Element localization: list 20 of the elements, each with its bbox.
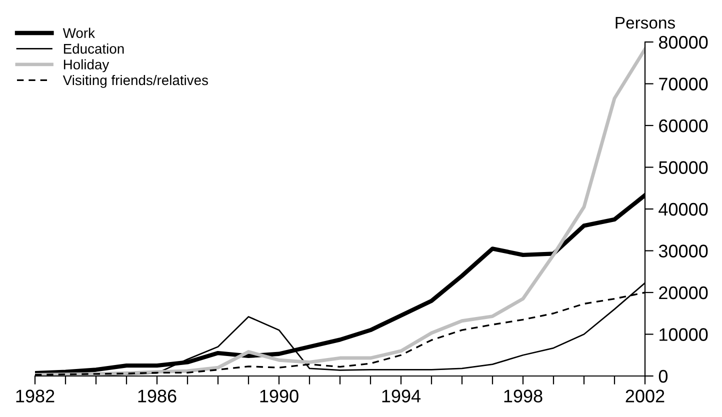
- legend-label: Holiday: [64, 59, 110, 72]
- y-tick-label: 40000: [658, 202, 708, 216]
- x-tick-label: 1998: [504, 390, 542, 402]
- y-tick-label: 70000: [659, 78, 708, 90]
- x-tick-label: 1994: [382, 390, 421, 402]
- y-tick-label: 60000: [659, 119, 708, 132]
- x-tick-label: 1982: [16, 390, 54, 402]
- y-tick-label: 80000: [658, 36, 708, 49]
- x-tick-label: 1986: [138, 390, 176, 402]
- x-tick-label: 2002: [626, 390, 664, 402]
- y-tick-label: 30000: [658, 244, 708, 258]
- y-tick-label: 0: [658, 370, 668, 383]
- legend-label: Work: [62, 28, 96, 38]
- y-tick-label: 20000: [659, 286, 708, 300]
- x-tick-label: 1990: [260, 390, 298, 402]
- legend-label: Education: [64, 44, 124, 54]
- y-tick-label: 50000: [658, 161, 708, 174]
- y-axis-title: Persons: [616, 17, 675, 29]
- legend-label: Visiting friends/relatives: [62, 74, 208, 88]
- y-tick-label: 10000: [660, 328, 708, 341]
